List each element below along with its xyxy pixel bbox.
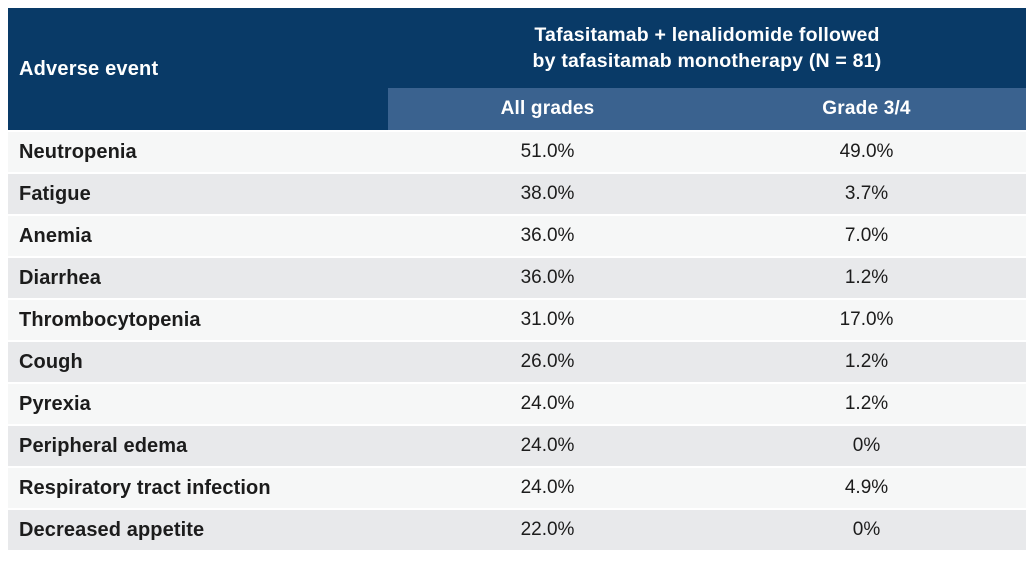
column-header-adverse-event: Adverse event [8,8,388,130]
adverse-event-name: Pyrexia [19,392,91,415]
table-row: Neutropenia 51.0% 49.0% [8,130,1026,172]
all-grades-value: 31.0% [520,309,575,330]
table-row: Respiratory tract infection 24.0% 4.9% [8,466,1026,508]
treatment-group-header-area: Tafasitamab + lenalidomide followed by t… [388,8,1026,130]
grade-3-4-value: 0% [852,519,881,540]
all-grades-value: 36.0% [520,267,575,288]
adverse-event-name: Respiratory tract infection [19,476,271,499]
table-row: Decreased appetite 22.0% 0% [8,508,1026,550]
all-grades-value: 22.0% [520,519,575,540]
grade-3-4-value: 0% [852,435,881,456]
all-grades-value: 24.0% [520,477,575,498]
grade-3-4-value: 1.2% [844,267,889,288]
adverse-event-name: Fatigue [19,182,91,205]
adverse-event-name: Decreased appetite [19,518,205,541]
sub-header-row: All grades Grade 3/4 [388,88,1026,130]
adverse-event-name: Thrombocytopenia [19,308,201,331]
grade-3-4-value: 4.9% [844,477,889,498]
grade-3-4-value: 49.0% [839,141,894,162]
table-row: Fatigue 38.0% 3.7% [8,172,1026,214]
all-grades-value: 24.0% [520,435,575,456]
table-row: Cough 26.0% 1.2% [8,340,1026,382]
all-grades-value: 26.0% [520,351,575,372]
grade-3-4-value: 17.0% [839,309,894,330]
adverse-event-name: Cough [19,350,83,373]
table-row: Peripheral edema 24.0% 0% [8,424,1026,466]
all-grades-value: 24.0% [520,393,575,414]
all-grades-value: 51.0% [520,141,575,162]
all-grades-value: 38.0% [520,183,575,204]
treatment-group-header-line1: Tafasitamab + lenalidomide followed [534,24,880,46]
table-row: Pyrexia 24.0% 1.2% [8,382,1026,424]
table-body: Neutropenia 51.0% 49.0% Fatigue 38.0% 3.… [8,130,1026,550]
grade-3-4-value: 3.7% [844,183,889,204]
adverse-event-name: Diarrhea [19,266,101,289]
adverse-event-name: Neutropenia [19,140,137,163]
treatment-group-header: Tafasitamab + lenalidomide followed by t… [388,8,1026,88]
grade-3-4-value: 1.2% [844,393,889,414]
all-grades-value: 36.0% [520,225,575,246]
grade-3-4-value: 7.0% [844,225,889,246]
table-header: Adverse event Tafasitamab + lenalidomide… [8,8,1026,130]
table-row: Anemia 36.0% 7.0% [8,214,1026,256]
treatment-group-header-line2: by tafasitamab monotherapy (N = 81) [532,50,882,72]
adverse-events-table: Adverse event Tafasitamab + lenalidomide… [8,8,1026,550]
adverse-event-name: Anemia [19,224,92,247]
column-header-grade-3-4: Grade 3/4 [822,98,911,119]
column-header-all-grades: All grades [500,98,595,119]
adverse-event-name: Peripheral edema [19,434,188,457]
grade-3-4-value: 1.2% [844,351,889,372]
table-row: Thrombocytopenia 31.0% 17.0% [8,298,1026,340]
table-row: Diarrhea 36.0% 1.2% [8,256,1026,298]
